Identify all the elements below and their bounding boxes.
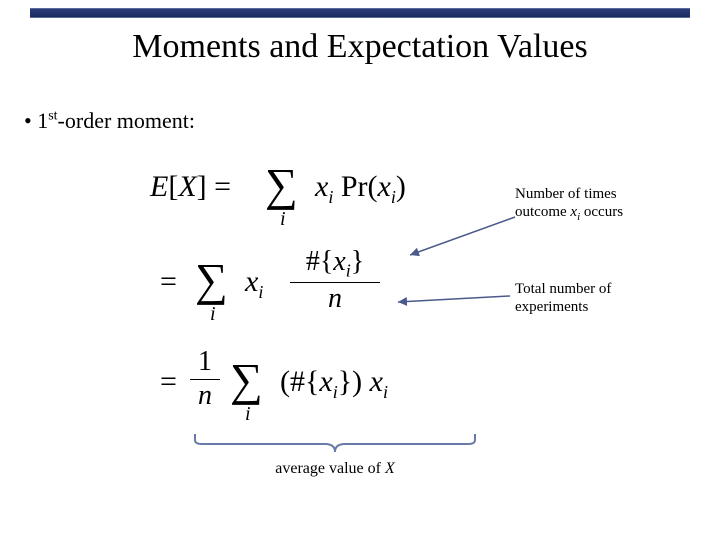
avg-pre: average value of: [275, 460, 385, 477]
eq3-fraction: 1 n: [190, 347, 220, 412]
annot2-line1: Total number of: [515, 280, 685, 298]
average-label: average value of X: [235, 460, 435, 478]
eq3-x1: x: [319, 365, 332, 398]
annot1-line1: Number of times: [515, 185, 685, 203]
annotation-total: Total number of experiments: [515, 280, 685, 316]
eq2-den: n: [290, 284, 380, 315]
eq1-Pr: Pr(: [333, 170, 377, 203]
bullet-suffix: -order moment:: [58, 108, 195, 133]
eq3-open: (#{: [280, 365, 319, 398]
eq1-pr-close: ): [396, 170, 406, 203]
annot1-line2b: occurs: [580, 204, 623, 220]
eq2-eq: =: [160, 265, 177, 299]
annotation-count: Number of times outcome xi occurs: [515, 185, 685, 224]
eq1-br-close: ] =: [197, 170, 231, 203]
eq1-sigma-icon: ∑: [265, 158, 298, 211]
bullet-prefix: • 1: [24, 108, 48, 133]
eq2-sigma-icon: ∑: [195, 253, 228, 306]
brace-icon: [190, 432, 480, 458]
eq1-X: X: [178, 170, 196, 203]
eq2-num-close: }: [351, 246, 364, 277]
eq1-xi: x: [315, 170, 328, 203]
eq2-xi: x: [245, 265, 258, 298]
eq3-num: 1: [190, 347, 220, 378]
page-title: Moments and Expectation Values: [0, 28, 720, 66]
eq2-sigma-sub: i: [210, 303, 216, 326]
eq1-br-open: [: [168, 170, 178, 203]
eq3-eq: =: [160, 365, 177, 399]
bullet-sup: st: [48, 109, 57, 124]
eq2-xi-sub: i: [258, 282, 263, 302]
eq1-pr-x: x: [378, 170, 391, 203]
slide: Moments and Expectation Values • 1st-ord…: [0, 0, 720, 540]
eq3-x2-sub: i: [383, 382, 388, 402]
eq1-sigma-sub: i: [280, 208, 286, 231]
eq2-fraction: #{xi} n: [290, 247, 380, 315]
eq3-close1: }): [338, 365, 370, 398]
eq2-num-x: x: [333, 246, 345, 277]
bullet-1st-order: • 1st-order moment:: [24, 108, 195, 134]
arrow-to-count: [400, 215, 520, 260]
avg-X: X: [385, 460, 395, 477]
eq2-num-hash: #{: [306, 246, 333, 277]
eq1-E: E: [150, 170, 168, 203]
header-bar: [30, 8, 690, 18]
eq3-den: n: [190, 381, 220, 412]
equation-3: = 1 n ∑ i (#{xi}) xi: [150, 345, 490, 430]
eq3-sigma-icon: ∑: [230, 353, 263, 406]
annot1-line2a: outcome: [515, 204, 570, 220]
arrow-to-total: [390, 288, 515, 308]
eq3-x2: x: [370, 365, 383, 398]
annot2-line2: experiments: [515, 298, 685, 316]
eq3-sigma-sub: i: [245, 403, 251, 426]
